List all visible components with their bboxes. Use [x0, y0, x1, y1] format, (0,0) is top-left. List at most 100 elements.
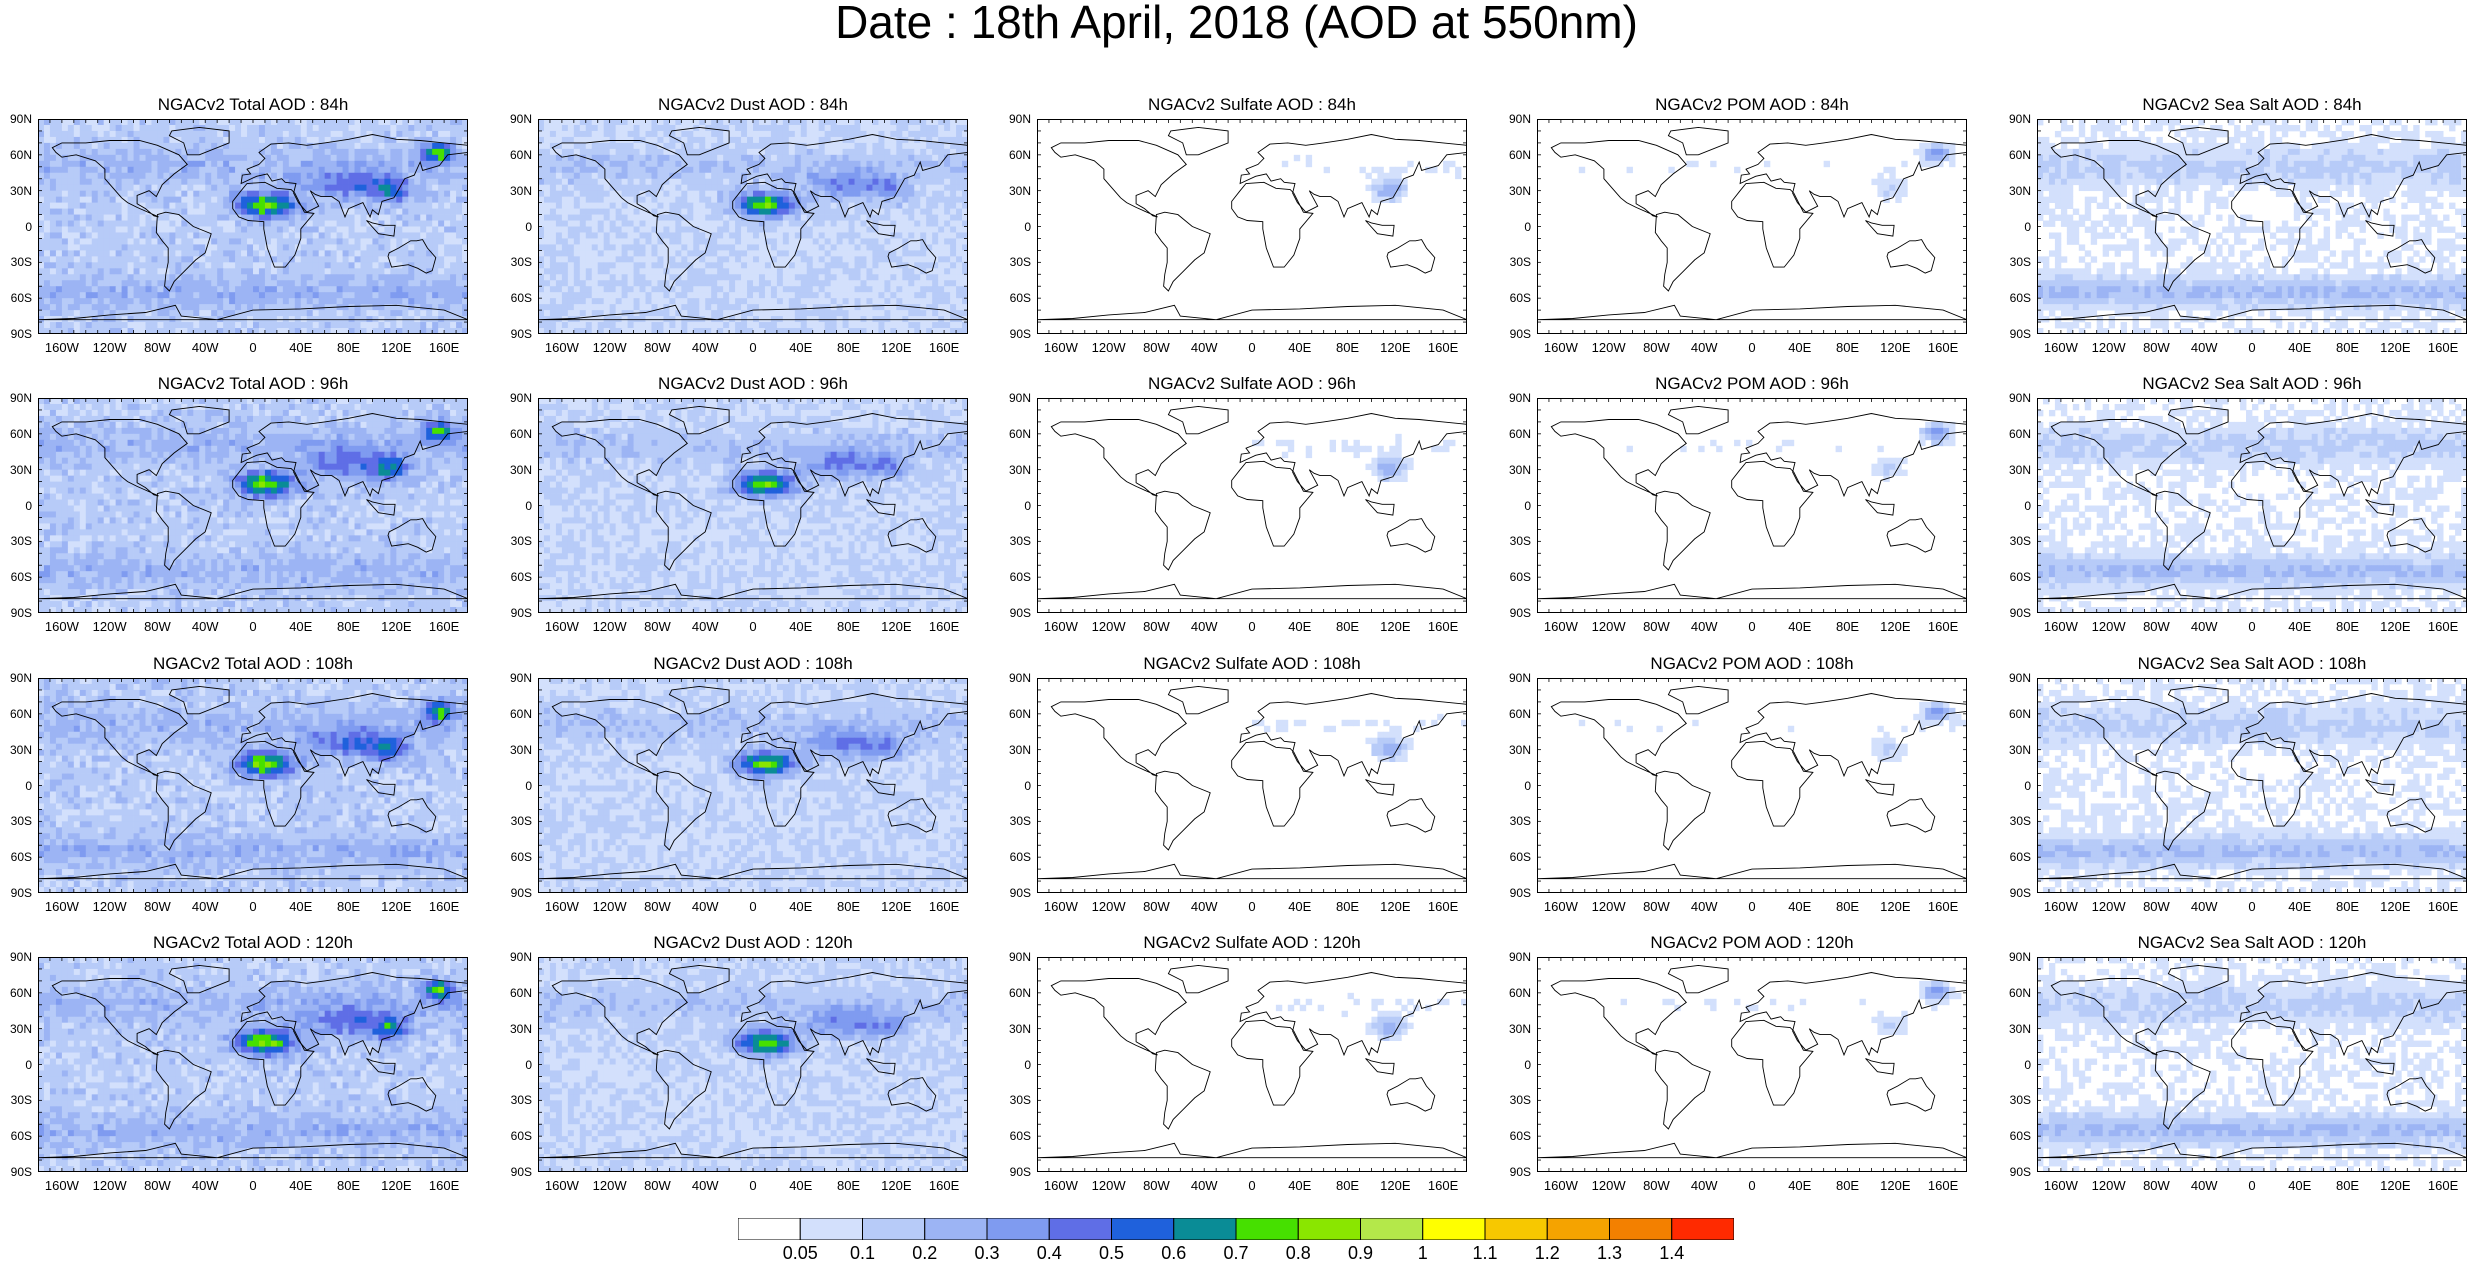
lon-tick-label: 120W [2087, 619, 2131, 634]
coastline [1155, 212, 1210, 291]
lat-tick-label: 90S [2, 886, 32, 900]
lon-tick-label: 120W [88, 340, 132, 355]
lon-tick-label: 120W [1587, 899, 1631, 914]
lon-tick-label: 120E [1873, 899, 1917, 914]
lat-tick-label: 60S [1501, 1129, 1531, 1143]
lon-tick-label: 0 [2230, 340, 2274, 355]
lat-tick-label: 30S [2001, 255, 2031, 269]
colorbar-swatch [925, 1218, 987, 1240]
lon-tick-label: 80E [327, 1178, 371, 1193]
coastline [1155, 771, 1210, 850]
map-frame [1538, 958, 1967, 1172]
coastline [1366, 780, 1395, 796]
lon-tick-label: 160E [422, 899, 466, 914]
coastline [1168, 127, 1228, 154]
lat-tick-label: 90N [1501, 112, 1531, 126]
lon-tick-label: 80W [2134, 340, 2178, 355]
coastline [1866, 221, 1895, 237]
lon-tick-label: 160E [1421, 340, 1465, 355]
lat-tick-label: 30N [1001, 743, 1031, 757]
lon-tick-label: 0 [231, 899, 275, 914]
lon-tick-label: 40W [683, 899, 727, 914]
lat-tick-label: 0 [2001, 499, 2031, 513]
coastline [1655, 1050, 1710, 1129]
lon-tick-label: 40E [779, 340, 823, 355]
colorbar-swatch [1112, 1218, 1174, 1240]
lon-tick-label: 160E [422, 619, 466, 634]
lat-tick-label: 90N [1001, 112, 1031, 126]
coastline [1551, 700, 1686, 776]
coastline [1668, 965, 1728, 992]
lon-tick-label: 80W [2134, 619, 2178, 634]
lat-tick-label: 60N [2, 148, 32, 162]
lat-tick-label: 90N [502, 112, 532, 126]
lon-tick-label: 80E [827, 340, 871, 355]
lon-tick-label: 80W [1634, 1178, 1678, 1193]
lon-tick-label: 0 [731, 1178, 775, 1193]
lon-tick-label: 80E [2326, 1178, 2370, 1193]
lon-tick-label: 80W [1134, 619, 1178, 634]
lon-tick-label: 160W [1039, 619, 1083, 634]
coastline [1668, 406, 1728, 433]
lat-tick-label: 0 [1001, 1058, 1031, 1072]
coastline [1732, 741, 1813, 826]
lat-tick-label: 30S [2, 1093, 32, 1107]
lat-tick-label: 90S [2001, 886, 2031, 900]
lon-tick-label: 40W [1682, 619, 1726, 634]
lat-tick-label: 30S [2001, 534, 2031, 548]
colorbar-swatch [1423, 1218, 1485, 1240]
lon-tick-label: 40E [1278, 619, 1322, 634]
coastline [1887, 240, 1935, 274]
lon-tick-label: 0 [1230, 1178, 1274, 1193]
lat-tick-label: 90S [2, 606, 32, 620]
lon-tick-label: 0 [2230, 1178, 2274, 1193]
coastline [1232, 461, 1313, 546]
lon-tick-label: 80W [635, 340, 679, 355]
lat-tick-label: 60S [1001, 291, 1031, 305]
lat-tick-label: 90S [502, 886, 532, 900]
coastline [1655, 212, 1710, 291]
lon-tick-label: 160W [2039, 1178, 2083, 1193]
lat-tick-label: 90N [2, 950, 32, 964]
aod-map-sulfate [1037, 398, 1467, 613]
coastline [1537, 1143, 1967, 1157]
coastline [1387, 240, 1435, 274]
lat-tick-label: 0 [2, 779, 32, 793]
panel-title: NGACv2 Total AOD : 96h [38, 374, 468, 394]
colorbar-swatch [1361, 1218, 1423, 1240]
lat-tick-label: 30N [1001, 1022, 1031, 1036]
lat-tick-label: 90N [1501, 671, 1531, 685]
lon-tick-label: 0 [231, 340, 275, 355]
lat-tick-label: 60S [1501, 291, 1531, 305]
lon-tick-label: 160W [1539, 340, 1583, 355]
lat-tick-label: 90S [2001, 327, 2031, 341]
lon-tick-label: 40E [279, 619, 323, 634]
lon-tick-label: 40W [1182, 619, 1226, 634]
lat-tick-label: 60N [1001, 427, 1031, 441]
lon-tick-label: 160E [2421, 899, 2465, 914]
lat-tick-label: 30S [1501, 814, 1531, 828]
lon-tick-label: 80W [1634, 340, 1678, 355]
lat-tick-label: 30S [1001, 534, 1031, 548]
lon-tick-label: 40W [183, 619, 227, 634]
coastline [1168, 965, 1228, 992]
lat-tick-label: 30S [1001, 255, 1031, 269]
lat-tick-label: 60N [1501, 148, 1531, 162]
lat-tick-label: 60S [2, 1129, 32, 1143]
lon-tick-label: 80W [635, 899, 679, 914]
lon-tick-label: 80W [1134, 340, 1178, 355]
lat-tick-label: 60S [2, 850, 32, 864]
coastline [1037, 1143, 1467, 1157]
lat-tick-label: 90N [1501, 391, 1531, 405]
lat-tick-label: 0 [1001, 779, 1031, 793]
lon-tick-label: 80W [2134, 899, 2178, 914]
lon-tick-label: 0 [731, 340, 775, 355]
lon-tick-label: 160W [40, 340, 84, 355]
lat-tick-label: 0 [1501, 220, 1531, 234]
lat-tick-label: 60S [1501, 570, 1531, 584]
aod-map-pom [1537, 678, 1967, 893]
lon-tick-label: 120W [1587, 1178, 1631, 1193]
lon-tick-label: 40E [1278, 1178, 1322, 1193]
lon-tick-label: 40W [183, 340, 227, 355]
lon-tick-label: 80W [635, 1178, 679, 1193]
